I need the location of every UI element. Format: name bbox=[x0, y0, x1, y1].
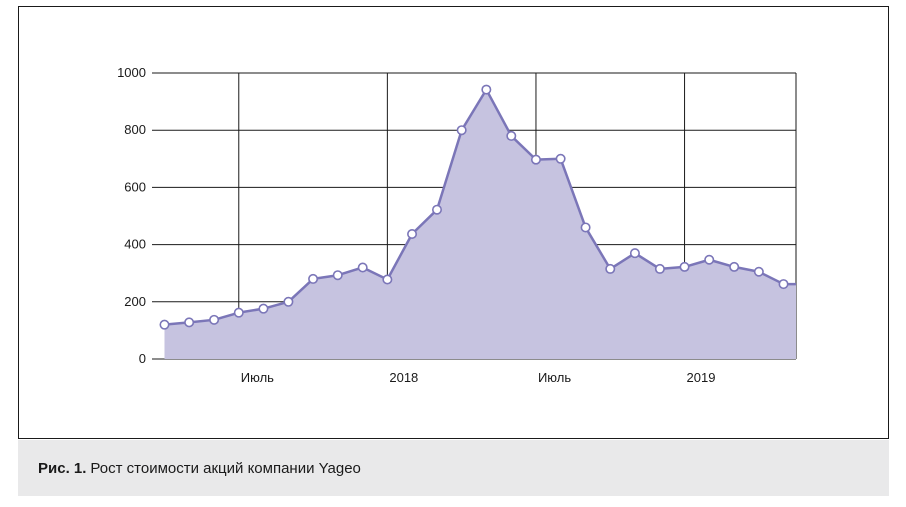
data-point bbox=[209, 314, 220, 325]
data-point bbox=[729, 261, 740, 272]
data-point bbox=[159, 319, 170, 330]
data-point bbox=[654, 263, 665, 274]
chart-frame: 0 200 400 600 800 1000 Июль 2018 Июль 2019 bbox=[18, 6, 889, 439]
data-point bbox=[432, 204, 443, 215]
data-point bbox=[481, 84, 492, 95]
data-point bbox=[258, 303, 269, 314]
data-point bbox=[704, 254, 715, 265]
data-point bbox=[753, 266, 764, 277]
y-tick-label: 800 bbox=[124, 122, 146, 137]
x-tick-label: 2019 bbox=[687, 370, 716, 385]
y-tick-label: 200 bbox=[124, 294, 146, 309]
data-point bbox=[357, 262, 368, 273]
caption-text: Рост стоимости акций компании Yageo bbox=[90, 459, 361, 477]
caption-label: Рис. 1. bbox=[38, 459, 87, 477]
y-tick-label: 400 bbox=[124, 237, 146, 252]
tick-label-layer: 0 200 400 600 800 1000 Июль 2018 Июль 2019 bbox=[117, 65, 715, 385]
data-point bbox=[555, 153, 566, 164]
x-tick-label: Июль bbox=[241, 370, 274, 385]
data-point bbox=[456, 125, 467, 136]
marker-layer bbox=[159, 84, 796, 330]
area-fill bbox=[164, 89, 797, 359]
data-point bbox=[506, 130, 517, 141]
data-point bbox=[382, 274, 393, 285]
data-point bbox=[233, 307, 244, 318]
data-point bbox=[679, 261, 690, 272]
data-point bbox=[530, 154, 541, 165]
figure-caption: Рис. 1. Рост стоимости акций компании Ya… bbox=[18, 440, 889, 496]
data-point bbox=[407, 229, 418, 240]
y-tick-label: 600 bbox=[124, 179, 146, 194]
data-point bbox=[778, 279, 789, 290]
data-point bbox=[184, 317, 195, 328]
data-point bbox=[580, 222, 591, 233]
y-tick-label: 0 bbox=[139, 351, 146, 366]
data-point bbox=[283, 296, 294, 307]
data-point bbox=[629, 248, 640, 259]
area-layer bbox=[164, 89, 797, 359]
area-chart: 0 200 400 600 800 1000 Июль 2018 Июль 2019 bbox=[117, 65, 797, 385]
x-tick-label: 2018 bbox=[389, 370, 418, 385]
x-tick-label: Июль bbox=[538, 370, 571, 385]
y-tick-label: 1000 bbox=[117, 65, 146, 80]
data-point bbox=[605, 263, 616, 274]
data-point bbox=[308, 273, 319, 284]
data-point bbox=[332, 270, 343, 281]
